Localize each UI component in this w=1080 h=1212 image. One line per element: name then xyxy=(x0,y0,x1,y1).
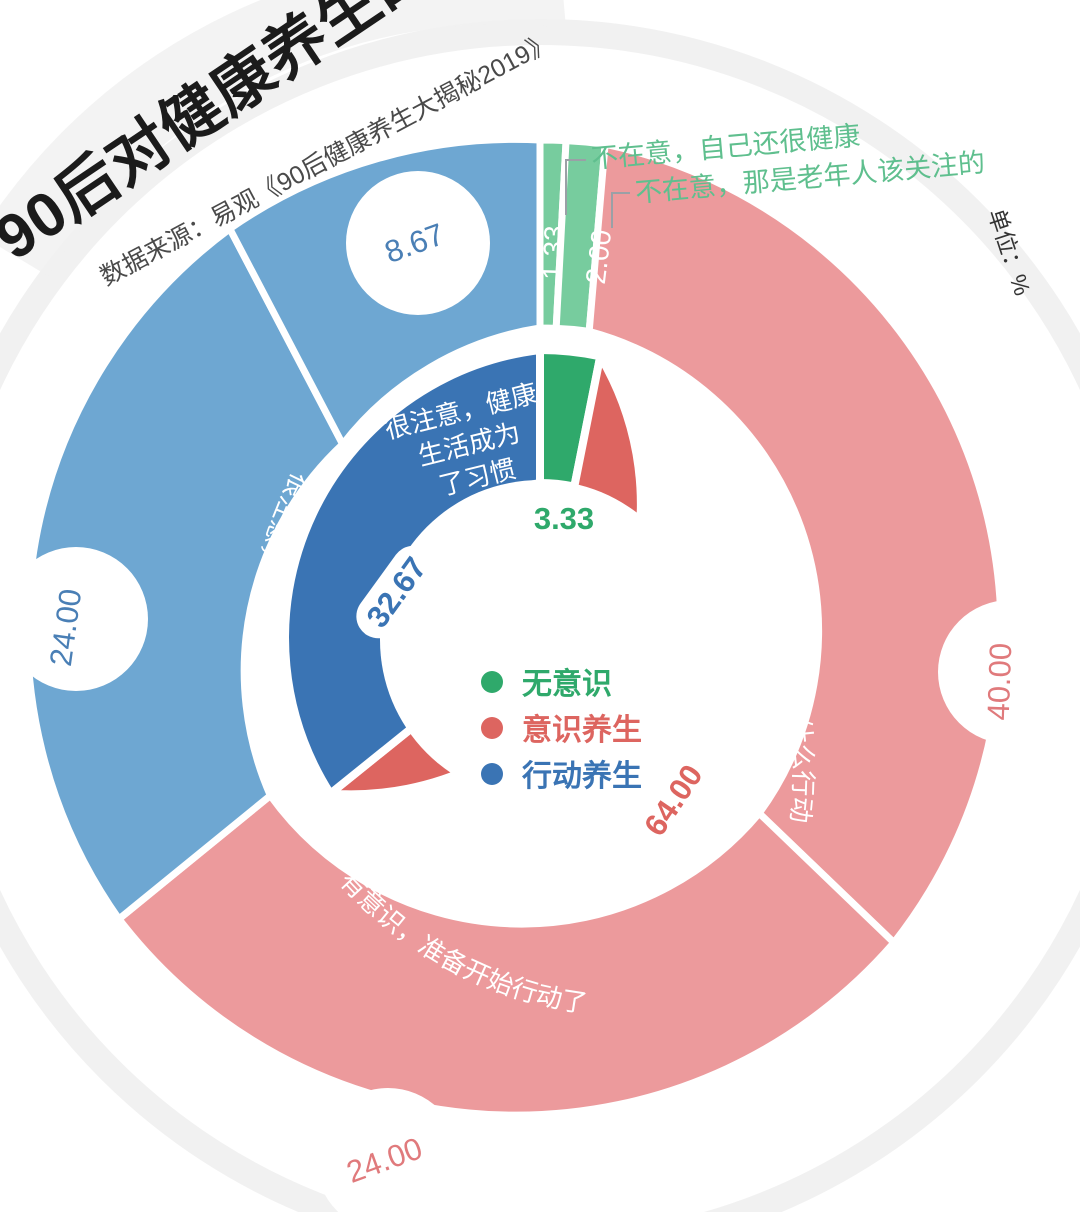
legend-dot-icon-blue xyxy=(481,763,503,785)
legend: 无意识 意识养生 行动养生 xyxy=(481,667,642,793)
outer-label-henzhuyi-jiankang: 很注意，健康 生活成为 了习惯 xyxy=(382,378,541,501)
callout-leaders xyxy=(565,159,630,228)
inner-value-wuyishi: 3.33 xyxy=(534,501,594,536)
legend-dot-icon-red xyxy=(481,717,503,739)
outer-slice-youyishi-zhunbei[interactable] xyxy=(114,790,899,1119)
legend-label-yishiyangsheng: 意识养生 xyxy=(522,713,642,747)
legend-item-yishiyangsheng[interactable]: 意识养生 xyxy=(481,713,642,747)
legend-label-xingdongyangsheng: 行动养生 xyxy=(521,759,642,793)
donut-hole xyxy=(380,480,700,800)
outer-slice-youyishi-danshi[interactable] xyxy=(585,139,1005,948)
outer-value-200: 2.00 xyxy=(580,228,617,286)
callout-leader-2 xyxy=(611,192,630,228)
legend-label-wuyishi: 无意识 xyxy=(522,667,612,701)
title-banner xyxy=(0,0,566,276)
outer-value-133: 1.33 xyxy=(537,225,570,281)
thin-slice-values: 1.33 2.00 xyxy=(537,225,617,286)
outer-value-notches xyxy=(4,171,1080,1212)
outer-slice-henzhuyi-yijing[interactable] xyxy=(23,223,348,925)
callout-leader-1 xyxy=(565,159,586,215)
decorative-arc-band xyxy=(0,19,1080,1212)
legend-item-xingdongyangsheng[interactable]: 行动养生 xyxy=(481,759,642,793)
legend-dot-icon-green xyxy=(481,671,503,693)
outer-value-4000: 40.00 xyxy=(981,642,1019,721)
outer-ring xyxy=(23,135,1005,1119)
legend-item-wuyishi[interactable]: 无意识 xyxy=(481,667,612,701)
